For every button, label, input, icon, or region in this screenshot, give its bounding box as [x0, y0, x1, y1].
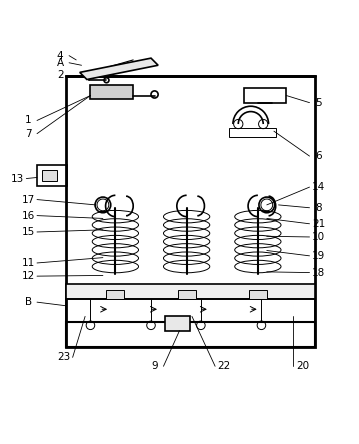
Text: 13: 13 — [11, 174, 24, 183]
Polygon shape — [80, 58, 158, 79]
Text: 10: 10 — [312, 232, 325, 242]
Text: 20: 20 — [296, 361, 309, 371]
Text: B: B — [24, 297, 32, 307]
Text: 8: 8 — [315, 203, 322, 213]
Bar — [90, 85, 133, 99]
Text: 22: 22 — [218, 361, 230, 371]
Text: 11: 11 — [22, 258, 35, 268]
Text: 9: 9 — [151, 361, 158, 371]
Text: 18: 18 — [312, 268, 325, 278]
Text: 7: 7 — [25, 129, 32, 139]
Text: 6: 6 — [315, 151, 322, 161]
Text: 16: 16 — [22, 210, 35, 221]
Bar — [65, 76, 315, 347]
Text: 4: 4 — [57, 51, 64, 61]
Text: 14: 14 — [312, 182, 325, 192]
Circle shape — [88, 74, 90, 76]
Text: A: A — [57, 58, 64, 68]
Bar — [42, 170, 57, 181]
Bar — [65, 322, 315, 347]
Text: 23: 23 — [57, 353, 70, 362]
Bar — [165, 317, 190, 331]
Text: 15: 15 — [22, 227, 35, 237]
Bar — [107, 289, 124, 298]
Text: 17: 17 — [22, 194, 35, 205]
Bar — [65, 298, 315, 322]
Bar — [178, 289, 196, 298]
Text: 2: 2 — [57, 70, 64, 80]
Text: 5: 5 — [315, 98, 322, 107]
Bar — [65, 284, 315, 298]
Bar — [229, 127, 276, 136]
Text: 12: 12 — [22, 271, 35, 281]
Text: 1: 1 — [25, 115, 32, 126]
Bar — [37, 165, 67, 186]
Bar — [249, 289, 267, 298]
Text: 19: 19 — [312, 251, 325, 261]
Text: 21: 21 — [312, 219, 325, 229]
